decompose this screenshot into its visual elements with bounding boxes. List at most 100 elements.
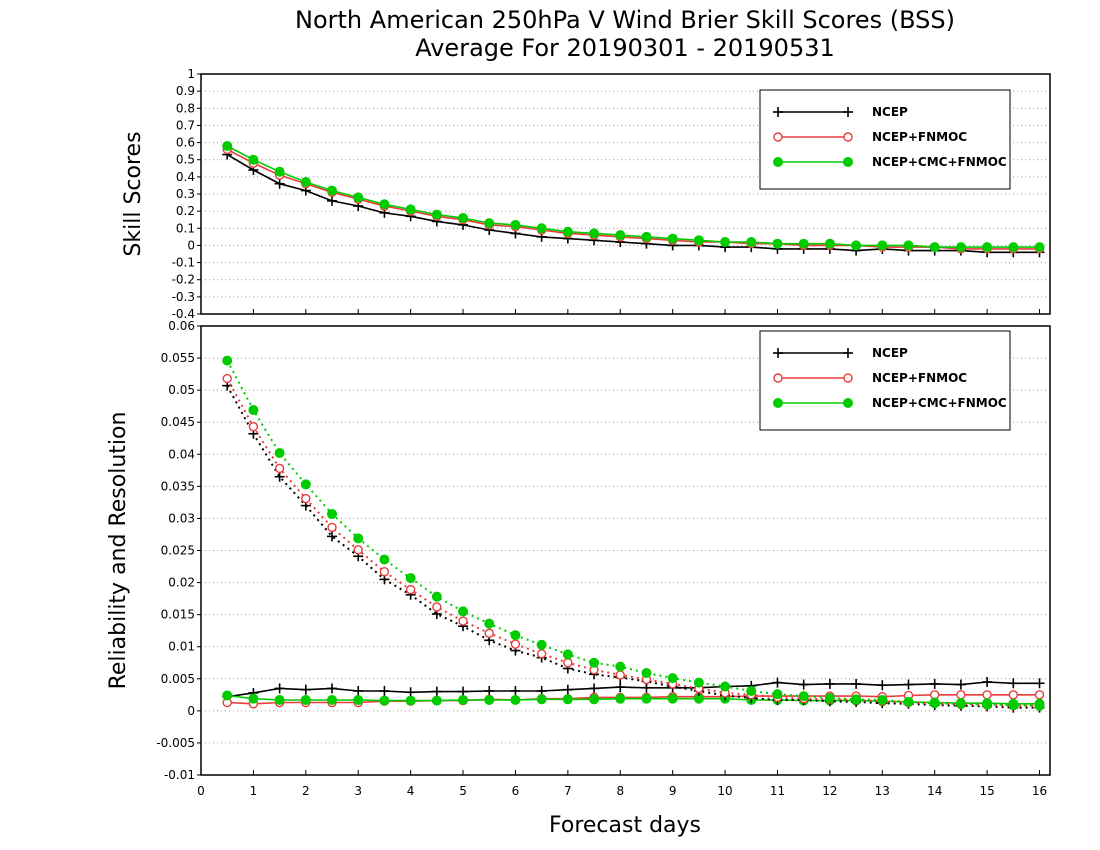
bottom-point-filled-circle xyxy=(405,695,416,706)
bottom-point-plus xyxy=(982,676,993,687)
top-point-filled-circle xyxy=(589,228,600,239)
bottom-y-tick-label: -0.01 xyxy=(164,768,195,782)
x-tick-label: 6 xyxy=(512,784,520,798)
bottom-point-open-circle xyxy=(615,670,625,680)
bottom-point-plus xyxy=(274,471,285,482)
bottom-point-open-circle xyxy=(1034,690,1045,700)
bottom-point-open-circle xyxy=(458,616,468,626)
bottom-legend-label: NCEP+FNMOC xyxy=(872,371,967,385)
bottom-point-filled-circle xyxy=(510,630,521,641)
bottom-point-filled-circle xyxy=(274,694,285,705)
top-y-tick-label: -0.4 xyxy=(172,307,195,321)
bottom-y-tick-label: 0.055 xyxy=(161,351,195,365)
x-tick-label: 1 xyxy=(250,784,258,798)
top-point-filled-circle xyxy=(615,230,626,241)
bottom-point-plus xyxy=(562,684,573,695)
bottom-point-plus xyxy=(877,680,888,691)
top-point-filled-circle xyxy=(955,242,966,253)
bottom-series-line xyxy=(226,385,1040,709)
x-tick-label: 14 xyxy=(927,784,942,798)
top-point-filled-circle xyxy=(903,240,914,251)
bottom-point-filled-circle xyxy=(746,685,757,696)
bottom-y-tick-label: 0.005 xyxy=(161,672,195,686)
bottom-point-plus xyxy=(798,679,809,690)
bottom-point-filled-circle xyxy=(982,699,993,710)
bottom-point-plus xyxy=(431,686,442,697)
bottom-point-open-circle xyxy=(327,522,337,533)
top-y-tick-label: 0.8 xyxy=(176,101,195,115)
bottom-point-plus xyxy=(510,685,521,696)
bottom-point-plus xyxy=(851,678,862,689)
top-plot-frame xyxy=(200,73,1051,315)
x-tick-label: 5 xyxy=(459,784,467,798)
top-point-plus xyxy=(274,178,285,189)
chart-title-line2: Average For 20190301 - 20190531 xyxy=(415,34,835,62)
bottom-point-plus xyxy=(300,684,311,695)
top-legend: NCEP NCEP+FNMOC NCEP+CMC+FNMOC xyxy=(759,89,1011,190)
bottom-legend-label: NCEP+CMC+FNMOC xyxy=(872,396,1007,410)
top-y-tick-label: 0.6 xyxy=(176,136,195,150)
bottom-point-filled-circle xyxy=(562,649,573,660)
bottom-point-open-circle xyxy=(484,628,494,638)
x-tick-label: 10 xyxy=(717,784,732,798)
bottom-point-filled-circle xyxy=(667,693,678,704)
bottom-point-plus xyxy=(327,683,338,694)
bottom-point-filled-circle xyxy=(536,694,547,705)
top-point-filled-circle xyxy=(1008,242,1019,253)
bottom-legend-item: NCEP+FNMOC xyxy=(773,371,967,385)
bottom-legend-label: NCEP xyxy=(872,346,908,360)
bottom-point-filled-circle xyxy=(379,695,390,706)
x-tick-label: 4 xyxy=(407,784,415,798)
bottom-point-filled-circle xyxy=(222,690,233,701)
top-point-filled-circle xyxy=(536,223,547,234)
bottom-point-filled-circle xyxy=(353,694,364,705)
top-point-filled-circle xyxy=(431,209,442,220)
bottom-point-filled-circle xyxy=(667,673,678,684)
bottom-point-open-circle xyxy=(301,493,311,504)
top-point-filled-circle xyxy=(274,166,285,177)
top-legend-item: NCEP xyxy=(773,105,908,119)
bottom-point-filled-circle xyxy=(929,698,940,709)
bottom-point-filled-circle xyxy=(536,639,547,650)
bottom-point-plus xyxy=(1034,678,1045,689)
top-y-tick-label: 0.9 xyxy=(176,84,195,98)
bottom-y-axis-label: Reliability and Resolution xyxy=(106,412,131,690)
bottom-point-open-circle xyxy=(432,602,442,612)
bottom-point-filled-circle xyxy=(274,448,285,459)
bottom-point-filled-circle xyxy=(300,479,311,490)
x-tick-label: 3 xyxy=(354,784,362,798)
x-axis-label: Forecast days xyxy=(549,813,701,838)
bottom-y-tick-label: 0.05 xyxy=(168,383,195,397)
bottom-point-filled-circle xyxy=(484,694,495,705)
bottom-point-filled-circle xyxy=(955,698,966,709)
bottom-legend: NCEP NCEP+FNMOC NCEP+CMC+FNMOC xyxy=(759,330,1011,431)
bottom-point-filled-circle xyxy=(405,573,416,584)
bottom-point-filled-circle xyxy=(589,657,600,668)
x-tick-label: 2 xyxy=(302,784,310,798)
top-legend-label: NCEP+CMC+FNMOC xyxy=(872,155,1007,169)
bottom-point-filled-circle xyxy=(484,618,495,629)
bottom-point-plus xyxy=(772,677,783,688)
bottom-point-filled-circle xyxy=(458,694,469,705)
top-point-filled-circle xyxy=(510,219,521,230)
bottom-point-open-circle xyxy=(956,690,966,700)
top-point-filled-circle xyxy=(484,218,495,229)
bottom-point-filled-circle xyxy=(248,693,259,704)
top-point-filled-circle xyxy=(746,237,757,247)
bottom-point-filled-circle xyxy=(772,689,783,700)
bottom-point-plus xyxy=(274,683,285,694)
bottom-point-plus xyxy=(405,687,416,698)
bottom-point-filled-circle xyxy=(1034,700,1045,711)
bottom-point-plus xyxy=(589,683,600,694)
top-legend-label: NCEP+FNMOC xyxy=(872,130,967,144)
bottom-point-filled-circle xyxy=(248,405,259,416)
bottom-y-tick-label: 0.03 xyxy=(168,511,195,525)
bottom-point-open-circle xyxy=(222,373,232,384)
bottom-point-open-circle xyxy=(353,545,363,555)
bottom-point-filled-circle xyxy=(327,508,338,519)
bottom-point-filled-circle xyxy=(693,677,704,688)
bottom-point-plus xyxy=(615,682,626,693)
bottom-point-plus xyxy=(824,678,835,689)
top-point-filled-circle xyxy=(458,213,469,223)
x-tick-label: 16 xyxy=(1032,784,1047,798)
